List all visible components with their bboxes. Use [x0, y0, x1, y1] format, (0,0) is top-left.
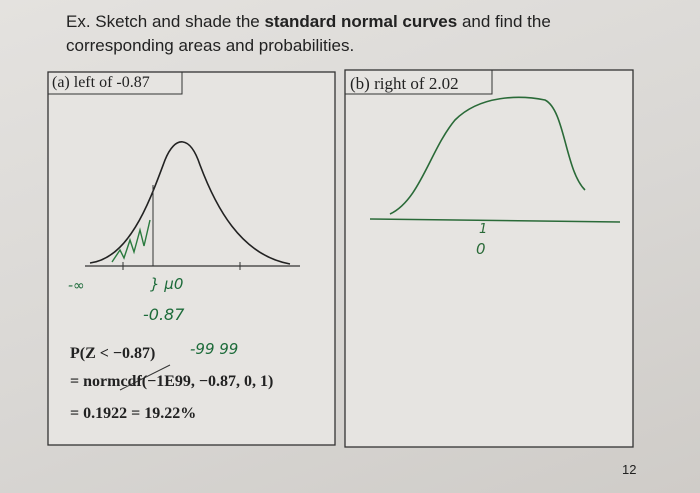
axis: [369, 218, 621, 223]
instruction-bold: standard normal curves: [264, 12, 458, 31]
panel-label: (b) right of 2.02: [350, 74, 459, 93]
instruction-text: and find the corresponding areas and pro…: [66, 12, 551, 55]
page-number: 12: [622, 462, 637, 477]
handwritten-note: 1: [479, 222, 488, 237]
handwritten-note: } μ0: [150, 275, 184, 293]
handwritten-note: -∞: [68, 278, 85, 294]
handwritten-note: -0.87: [143, 305, 185, 324]
panel-a-label-box: [47, 71, 183, 95]
panel-label: (a) left of -0.87: [52, 74, 150, 91]
normal-curve: [389, 96, 586, 215]
instruction-text: Ex. Sketch and shade the: [66, 12, 265, 31]
work-line: = normcdf(−1E99, −0.87, 0, 1): [70, 373, 274, 390]
normal-curve: [89, 141, 291, 265]
panel-a-box: [47, 71, 336, 446]
panel-b-label-box: [344, 69, 493, 95]
strike-through: [119, 364, 171, 391]
instruction: Ex. Sketch and shade the standard normal…: [66, 10, 646, 58]
shading: [111, 219, 151, 263]
work-line: P(Z < −0.87): [70, 345, 156, 362]
handwritten-note: -99 99: [190, 340, 239, 358]
panel-b-box: [344, 69, 634, 448]
handwritten-note: 0: [476, 240, 486, 258]
work-line: = 0.1922 = 19.22%: [70, 405, 197, 422]
